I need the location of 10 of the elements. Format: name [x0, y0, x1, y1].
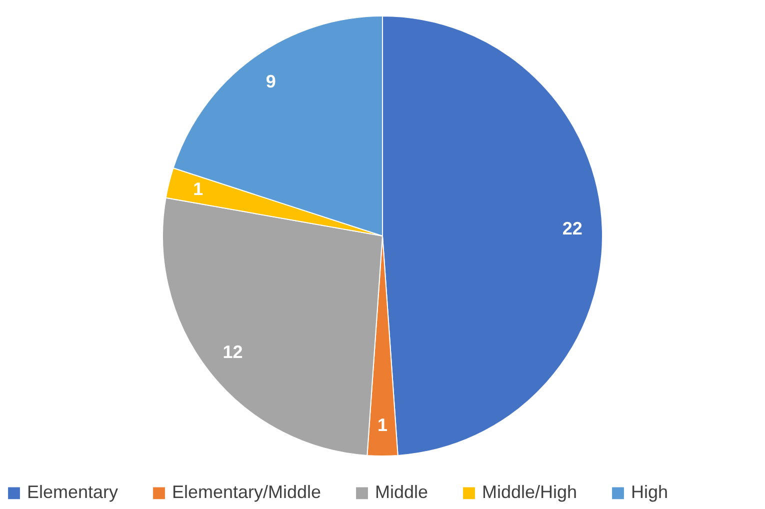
data-label: 9: [266, 71, 276, 92]
legend-label: Middle: [375, 482, 428, 502]
legend-label: Elementary: [27, 482, 118, 502]
legend-label: Elementary/Middle: [172, 482, 322, 502]
data-label: 12: [222, 342, 243, 362]
legend-label: High: [631, 482, 668, 502]
data-label: 22: [562, 218, 582, 238]
data-label: 1: [377, 415, 388, 435]
legend-label: Middle/High: [482, 482, 578, 502]
data-label: 1: [193, 179, 204, 200]
